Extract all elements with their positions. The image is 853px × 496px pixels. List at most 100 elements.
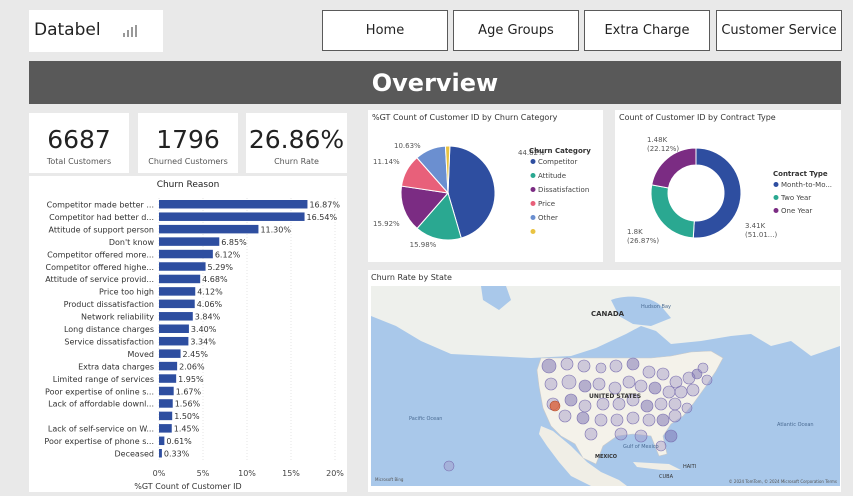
state-bubble[interactable] <box>614 427 628 441</box>
bar[interactable] <box>159 411 173 421</box>
state-bubble[interactable] <box>642 413 656 427</box>
bar[interactable] <box>159 349 181 358</box>
state-bubble[interactable] <box>686 383 700 397</box>
state-bubble[interactable] <box>626 357 640 371</box>
state-bubble[interactable] <box>681 402 693 414</box>
bar[interactable] <box>159 324 189 334</box>
state-bubble[interactable] <box>656 413 670 427</box>
state-bubble[interactable] <box>561 374 577 390</box>
state-bubble[interactable] <box>656 367 670 381</box>
state-bubble[interactable] <box>578 399 592 413</box>
legend-label[interactable]: Price <box>538 200 555 208</box>
state-bubble[interactable] <box>443 460 455 472</box>
state-bubble[interactable] <box>664 429 678 443</box>
state-bubble[interactable] <box>609 359 623 373</box>
state-bubble[interactable] <box>612 397 626 411</box>
state-bubble[interactable] <box>592 377 606 391</box>
bar[interactable] <box>159 399 173 408</box>
bar[interactable] <box>159 212 305 221</box>
state-bubble[interactable] <box>608 381 622 395</box>
state-bubble[interactable] <box>584 427 598 441</box>
state-bubble[interactable] <box>544 377 558 391</box>
legend-marker[interactable] <box>530 215 536 220</box>
bar[interactable] <box>159 249 213 259</box>
legend-label[interactable]: One Year <box>781 207 812 215</box>
bar[interactable] <box>159 200 308 209</box>
churn-map-visual[interactable]: Churn Rate by State CANADA UNITED STATES… <box>368 270 841 492</box>
legend-marker[interactable] <box>530 229 536 234</box>
bar[interactable] <box>159 386 174 396</box>
bar[interactable] <box>159 436 165 446</box>
legend-marker[interactable] <box>773 182 779 187</box>
state-bubble[interactable] <box>668 409 682 423</box>
state-bubble[interactable] <box>669 375 683 389</box>
pie-slice[interactable] <box>444 145 451 194</box>
map-canvas[interactable]: CANADA UNITED STATES MEXICO Pacific Ocea… <box>371 286 840 486</box>
bar[interactable] <box>159 424 172 433</box>
legend-marker[interactable] <box>530 173 536 178</box>
state-bubble[interactable] <box>640 399 654 413</box>
legend-label[interactable]: Month-to-Mo... <box>781 181 832 189</box>
map-attribution[interactable]: © 2024 TomTom, © 2024 Microsoft Corporat… <box>729 479 837 484</box>
state-bubble-highlight[interactable] <box>549 400 561 412</box>
state-bubble[interactable] <box>622 375 636 389</box>
contract-type-visual[interactable]: Count of Customer ID by Contract Type 3.… <box>615 110 841 262</box>
donut-slice[interactable] <box>651 147 697 189</box>
state-bubble[interactable] <box>697 362 709 374</box>
bar[interactable] <box>159 299 195 309</box>
bar[interactable] <box>159 224 259 234</box>
state-bubble[interactable] <box>564 393 578 407</box>
state-bubble[interactable] <box>642 365 656 379</box>
bar[interactable] <box>159 274 201 284</box>
state-bubble[interactable] <box>626 411 640 425</box>
nav-age-groups-button[interactable]: Age Groups <box>453 10 579 51</box>
legend-label[interactable]: Two Year <box>780 194 811 202</box>
bar[interactable] <box>159 374 177 383</box>
state-bubble[interactable] <box>560 357 574 371</box>
churn-reason-visual[interactable]: Churn Reason 0% 5% 10% 15% 20% Competitor ma… <box>29 176 347 492</box>
state-bubble[interactable] <box>674 385 688 399</box>
state-bubble[interactable] <box>701 374 713 386</box>
state-bubble[interactable] <box>578 379 592 393</box>
legend-marker[interactable] <box>773 195 779 200</box>
legend-marker[interactable] <box>530 201 536 206</box>
state-bubble[interactable] <box>634 429 648 443</box>
state-bubble[interactable] <box>655 440 667 452</box>
state-bubble[interactable] <box>648 381 662 395</box>
nav-home-button[interactable]: Home <box>322 10 448 51</box>
pie-slice[interactable] <box>416 191 462 241</box>
legend-label[interactable]: Dissatisfaction <box>538 186 589 194</box>
donut-slice[interactable] <box>692 147 742 239</box>
pie-slice[interactable] <box>400 185 449 230</box>
bar[interactable] <box>159 262 206 271</box>
nav-extra-charge-button[interactable]: Extra Charge <box>584 10 710 51</box>
state-bubble[interactable] <box>610 413 624 427</box>
pie-slice[interactable] <box>447 145 496 239</box>
bar[interactable] <box>159 449 162 458</box>
state-bubble[interactable] <box>662 385 676 399</box>
donut-slice[interactable] <box>650 184 695 239</box>
legend-marker[interactable] <box>530 187 536 192</box>
state-bubble[interactable] <box>595 362 607 374</box>
legend-label[interactable]: Competitor <box>538 158 577 166</box>
state-bubble[interactable] <box>634 379 648 393</box>
state-bubble[interactable] <box>626 393 640 407</box>
bar[interactable] <box>159 361 178 371</box>
state-bubble[interactable] <box>654 397 668 411</box>
legend-marker[interactable] <box>773 208 779 213</box>
nav-customer-service-button[interactable]: Customer Service <box>716 10 842 51</box>
churn-category-visual[interactable]: %GT Count of Customer ID by Churn Catego… <box>368 110 603 262</box>
state-bubble[interactable] <box>577 359 591 373</box>
bar[interactable] <box>159 336 189 346</box>
bar[interactable] <box>159 237 220 246</box>
state-bubble[interactable] <box>558 409 572 423</box>
legend-marker[interactable] <box>530 159 536 164</box>
legend-label[interactable]: Attitude <box>538 172 566 180</box>
state-bubble[interactable] <box>668 397 682 411</box>
bar[interactable] <box>159 312 193 321</box>
bar[interactable] <box>159 287 196 296</box>
state-bubble[interactable] <box>576 411 590 425</box>
state-bubble[interactable] <box>594 413 608 427</box>
state-bubble[interactable] <box>541 358 557 374</box>
legend-label[interactable]: Other <box>538 214 558 222</box>
